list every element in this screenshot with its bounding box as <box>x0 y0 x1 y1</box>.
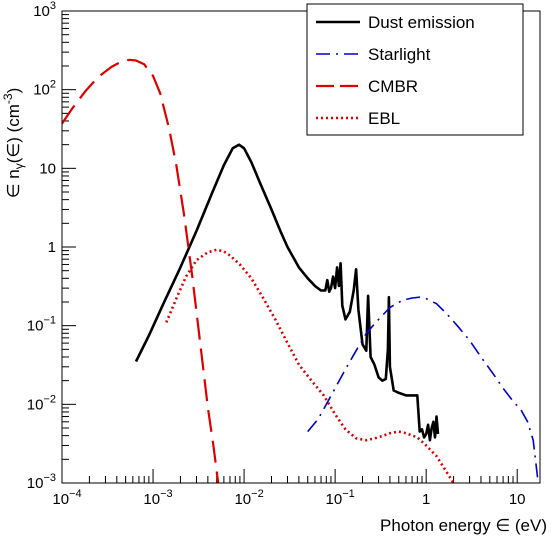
x-tick-label: 10−4 <box>52 488 81 508</box>
y-axis-title-pre: ∈ n <box>4 169 23 198</box>
y-tick-label: 10−3 <box>27 472 56 492</box>
y-tick-label: 103 <box>33 0 56 20</box>
legend-label: Starlight <box>368 45 431 64</box>
y-axis-title-mid: (∈) (cm <box>4 104 23 163</box>
x-tick-label: 10−3 <box>143 488 172 508</box>
series-line-starlight <box>307 296 539 483</box>
series-line-cmbr <box>62 58 220 483</box>
y-tick-label: 102 <box>33 79 56 99</box>
x-tick-label: 10 <box>509 491 526 508</box>
plot-frame <box>61 10 541 484</box>
series-group <box>62 58 539 483</box>
y-axis-title-sub: γ <box>12 163 26 169</box>
legend-label: CMBR <box>368 77 418 96</box>
y-axis-title-post: ) <box>4 88 23 94</box>
x-axis-title: Photon energy ∈ (eV) <box>380 516 547 535</box>
legend-label: EBL <box>368 109 400 128</box>
legend-box <box>306 3 524 136</box>
y-axis-title-sup: -3 <box>1 93 15 104</box>
x-tick-label: 1 <box>422 491 430 508</box>
x-tick-label: 10−1 <box>326 488 355 508</box>
series-line-dust-emission <box>134 143 440 442</box>
y-tick-label: 1 <box>48 239 56 256</box>
legend: Dust emission Starlight CMBR EBL <box>306 3 524 136</box>
y-tick-label: 10 <box>39 160 56 177</box>
y-axis-title: ∈ nγ(∈) (cm-3) <box>1 88 26 199</box>
y-tick-label: 10−1 <box>27 315 56 335</box>
series-line-ebl <box>165 248 455 483</box>
legend-label: Dust emission <box>368 13 475 32</box>
x-tick-label: 10−2 <box>234 488 263 508</box>
y-tick-label: 10−2 <box>27 393 56 413</box>
